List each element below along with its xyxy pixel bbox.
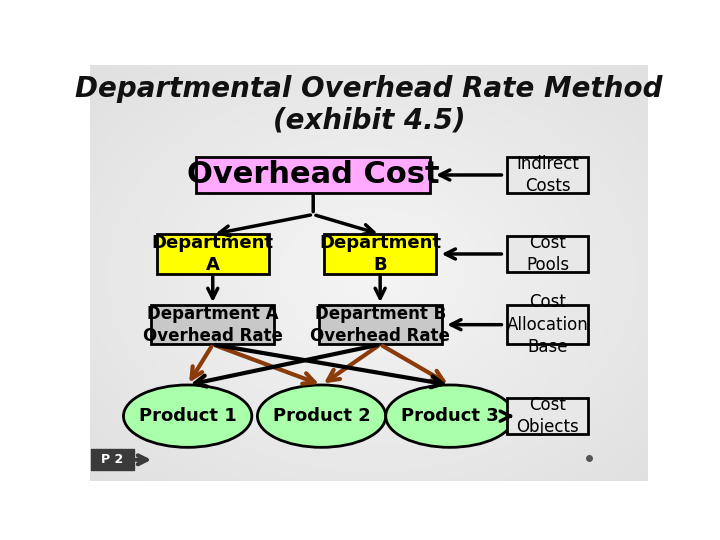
- Text: Product 2: Product 2: [273, 407, 371, 425]
- Text: (exhibit 4.5): (exhibit 4.5): [273, 106, 465, 134]
- Text: Department
B: Department B: [319, 234, 441, 274]
- Ellipse shape: [258, 385, 386, 447]
- FancyBboxPatch shape: [91, 449, 133, 470]
- FancyBboxPatch shape: [151, 305, 274, 345]
- Text: Cost
Allocation
Base: Cost Allocation Base: [507, 293, 588, 356]
- Text: Cost
Pools: Cost Pools: [526, 234, 569, 274]
- FancyBboxPatch shape: [507, 399, 588, 434]
- Text: Indirect
Costs: Indirect Costs: [516, 155, 579, 195]
- Text: P 2: P 2: [102, 453, 123, 467]
- FancyBboxPatch shape: [324, 234, 436, 274]
- FancyBboxPatch shape: [319, 305, 441, 345]
- FancyBboxPatch shape: [196, 157, 431, 193]
- Text: Product 1: Product 1: [139, 407, 237, 425]
- Text: Department
A: Department A: [152, 234, 274, 274]
- Text: Department A
Overhead Rate: Department A Overhead Rate: [143, 305, 283, 345]
- Text: Departmental Overhead Rate Method: Departmental Overhead Rate Method: [76, 75, 662, 103]
- Text: Overhead Cost: Overhead Cost: [187, 160, 439, 190]
- FancyBboxPatch shape: [507, 237, 588, 272]
- Text: Cost
Objects: Cost Objects: [516, 396, 579, 436]
- FancyBboxPatch shape: [507, 305, 588, 345]
- Text: Product 3: Product 3: [401, 407, 499, 425]
- Ellipse shape: [386, 385, 514, 447]
- FancyArrowPatch shape: [136, 455, 147, 464]
- Text: Department B
Overhead Rate: Department B Overhead Rate: [310, 305, 450, 345]
- Ellipse shape: [124, 385, 252, 447]
- FancyBboxPatch shape: [157, 234, 269, 274]
- FancyBboxPatch shape: [507, 157, 588, 193]
